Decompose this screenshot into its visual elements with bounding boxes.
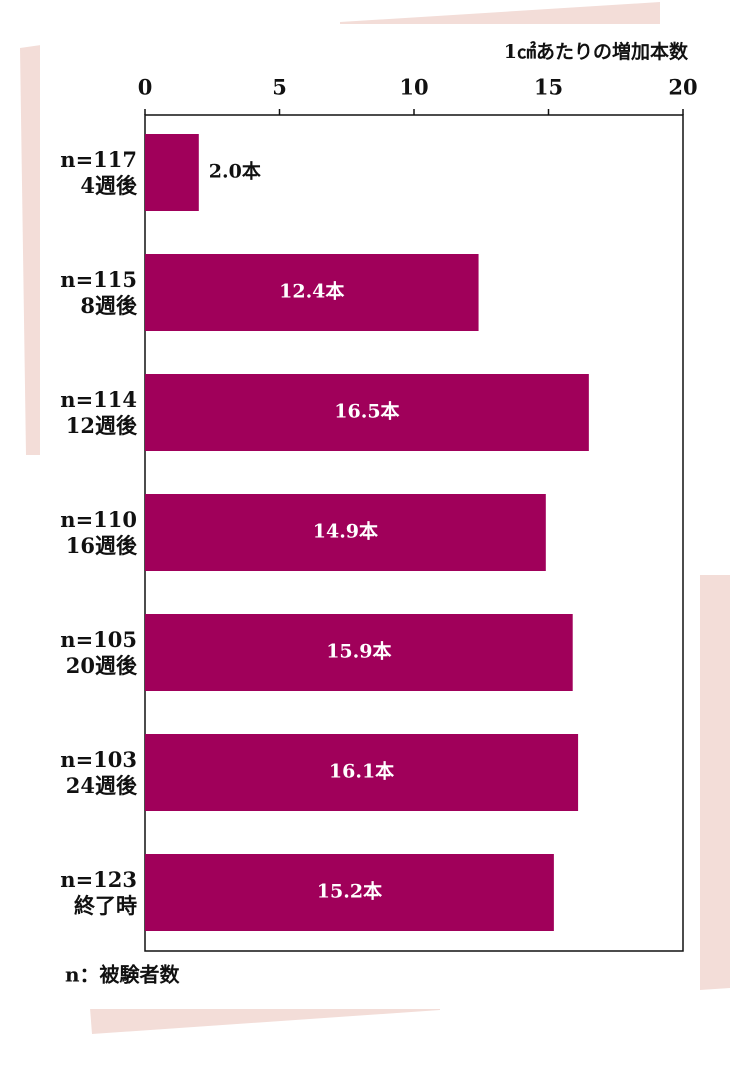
category-label: 16週後 [66,533,138,558]
x-tick-label: 10 [399,75,428,100]
category-label: n=103 [60,747,137,772]
category-label: n=114 [60,387,137,412]
value-label: 2.0本 [209,160,261,183]
note: n：被験者数 [65,963,181,987]
category-label: 12週後 [66,413,138,438]
category-label: 終了時 [74,893,137,918]
bar [145,854,554,931]
x-tick-label: 5 [272,75,287,100]
category-label: 8週後 [80,293,138,318]
bar [145,614,573,691]
x-tick-label: 15 [534,75,563,100]
paper-deco [340,2,660,24]
value-label: 14.9本 [313,520,378,543]
value-label: 16.1本 [329,760,394,783]
category-label: 24週後 [66,773,138,798]
category-label: n=123 [60,867,137,892]
category-label: n=110 [60,507,137,532]
value-label: 12.4本 [279,280,344,303]
axis-title: 1㎠あたりの増加本数 [504,40,689,63]
bar [145,494,546,571]
paper-deco [90,1008,440,1034]
value-label: 15.9本 [326,640,391,663]
bar [145,374,589,451]
x-tick-label: 20 [668,75,697,100]
value-label: 15.2本 [317,880,382,903]
bar [145,254,479,331]
category-label: n=105 [60,627,137,652]
category-label: 4週後 [80,173,138,198]
category-label: n=115 [60,267,137,292]
category-label: n=117 [60,147,137,172]
x-tick-label: 0 [138,75,153,100]
bar [145,734,579,811]
value-label: 16.5本 [334,400,399,423]
paper-deco [698,575,730,990]
bar [145,134,199,211]
category-label: 20週後 [66,653,138,678]
